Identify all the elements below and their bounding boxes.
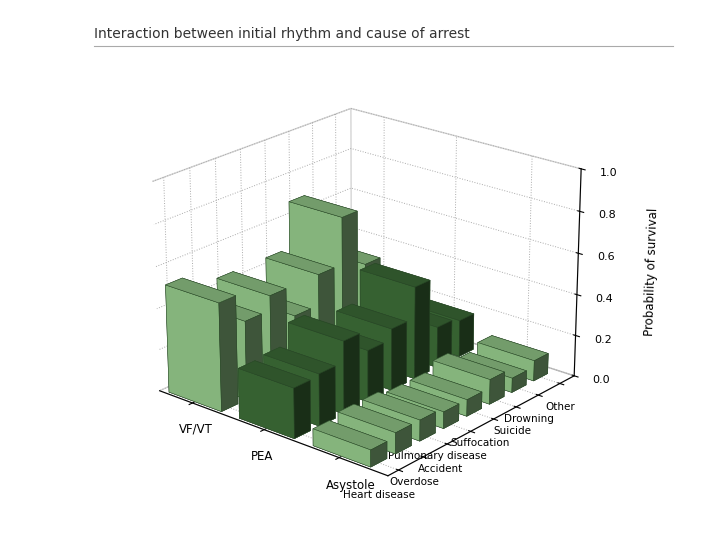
Text: Interaction between initial rhythm and cause of arrest: Interaction between initial rhythm and c…: [94, 27, 470, 42]
